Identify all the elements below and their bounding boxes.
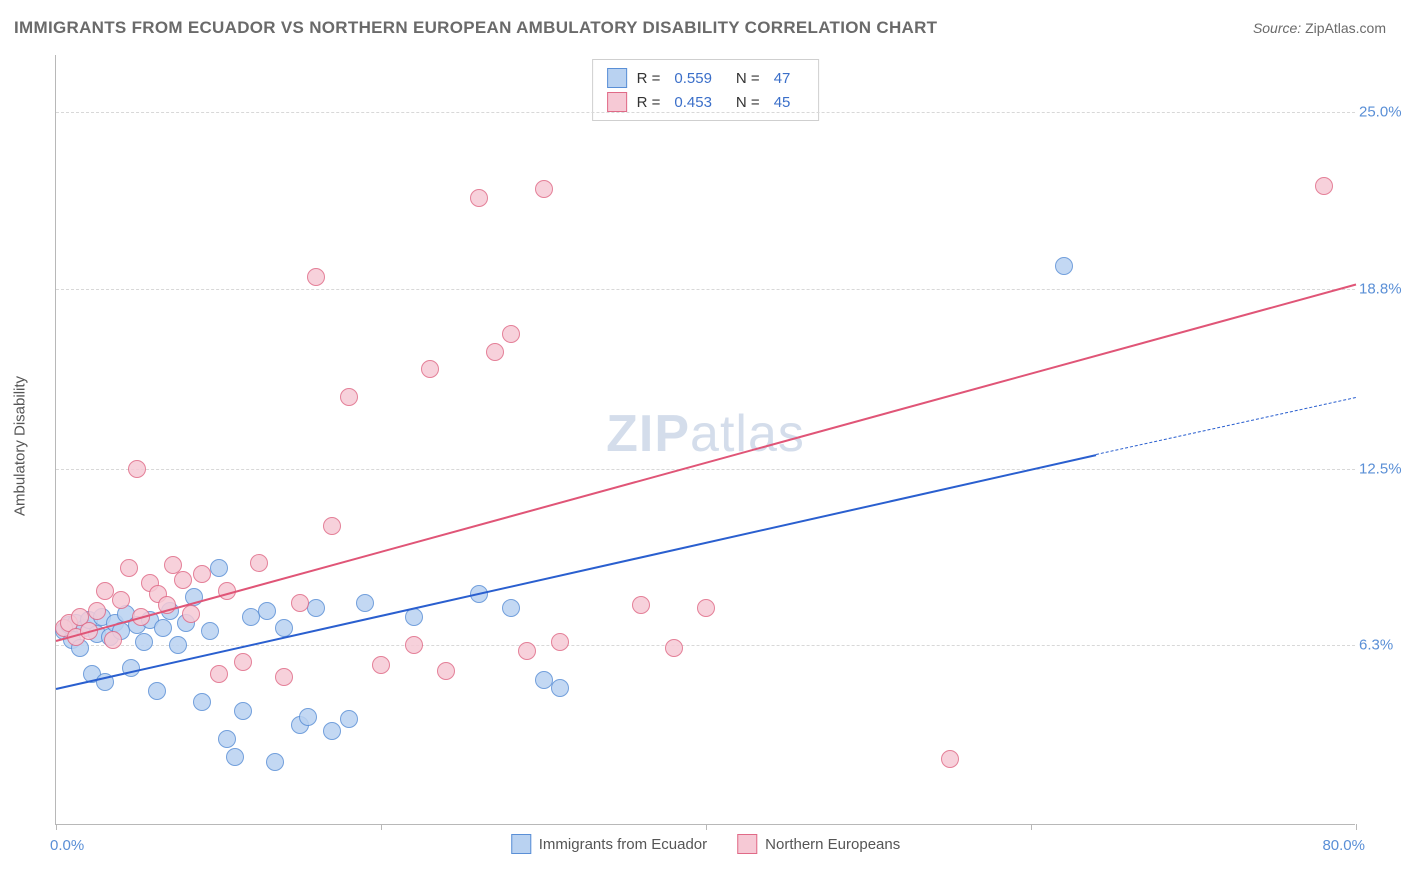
y-tick-label: 25.0% (1359, 104, 1406, 121)
data-point (437, 662, 455, 680)
data-point (697, 599, 715, 617)
series-legend-label: Immigrants from Ecuador (539, 836, 707, 853)
data-point (148, 682, 166, 700)
data-point (135, 633, 153, 651)
n-value: 47 (774, 70, 791, 87)
stats-legend-row: R = 0.559 N = 47 (607, 66, 805, 90)
x-tick (706, 824, 707, 830)
n-label: N = (736, 70, 760, 87)
x-axis-min-label: 0.0% (50, 837, 84, 854)
data-point (218, 730, 236, 748)
y-axis-label: Ambulatory Disability (12, 376, 29, 516)
data-point (323, 517, 341, 535)
data-point (104, 631, 122, 649)
legend-swatch (607, 68, 627, 88)
x-axis-max-label: 80.0% (1322, 837, 1365, 854)
data-point (340, 710, 358, 728)
data-point (193, 693, 211, 711)
data-point (372, 656, 390, 674)
data-point (307, 599, 325, 617)
source-label: Source: (1253, 20, 1301, 36)
data-point (356, 594, 374, 612)
data-point (405, 636, 423, 654)
data-point (502, 325, 520, 343)
data-point (174, 571, 192, 589)
x-tick (1356, 824, 1357, 830)
source-value: ZipAtlas.com (1305, 20, 1386, 36)
data-point (486, 343, 504, 361)
n-label: N = (736, 94, 760, 111)
data-point (291, 594, 309, 612)
data-point (275, 668, 293, 686)
r-label: R = (637, 94, 661, 111)
series-legend-label: Northern Europeans (765, 836, 900, 853)
data-point (201, 622, 219, 640)
data-point (226, 748, 244, 766)
data-point (535, 671, 553, 689)
data-point (234, 653, 252, 671)
watermark-rest: atlas (690, 405, 805, 463)
x-tick (56, 824, 57, 830)
data-point (154, 619, 172, 637)
data-point (210, 665, 228, 683)
data-point (323, 722, 341, 740)
legend-swatch (607, 92, 627, 112)
chart-title: IMMIGRANTS FROM ECUADOR VS NORTHERN EURO… (14, 18, 937, 38)
gridline (56, 112, 1355, 113)
r-label: R = (637, 70, 661, 87)
stats-legend-row: R = 0.453 N = 45 (607, 90, 805, 114)
data-point (258, 602, 276, 620)
data-point (182, 605, 200, 623)
data-point (193, 565, 211, 583)
data-point (307, 268, 325, 286)
series-legend-item: Immigrants from Ecuador (511, 834, 707, 854)
data-point (299, 708, 317, 726)
data-point (210, 559, 228, 577)
data-point (266, 753, 284, 771)
data-point (234, 702, 252, 720)
data-point (941, 750, 959, 768)
gridline (56, 469, 1355, 470)
data-point (340, 388, 358, 406)
y-tick-label: 18.8% (1359, 280, 1406, 297)
data-point (128, 460, 146, 478)
legend-swatch (511, 834, 531, 854)
legend-swatch (737, 834, 757, 854)
x-tick (381, 824, 382, 830)
watermark: ZIPatlas (606, 404, 805, 464)
data-point (502, 599, 520, 617)
series-legend-item: Northern Europeans (737, 834, 900, 854)
trend-line (1096, 397, 1356, 455)
data-point (88, 602, 106, 620)
data-point (518, 642, 536, 660)
y-tick-label: 6.3% (1359, 637, 1406, 654)
trend-line (56, 283, 1357, 641)
series-legend: Immigrants from Ecuador Northern European… (511, 834, 900, 854)
watermark-bold: ZIP (606, 405, 690, 463)
data-point (470, 189, 488, 207)
data-point (535, 180, 553, 198)
y-tick-label: 12.5% (1359, 460, 1406, 477)
source-attribution: Source: ZipAtlas.com (1253, 20, 1386, 36)
data-point (96, 582, 114, 600)
data-point (169, 636, 187, 654)
data-point (1055, 257, 1073, 275)
r-value: 0.453 (674, 94, 712, 111)
gridline (56, 289, 1355, 290)
r-value: 0.559 (674, 70, 712, 87)
data-point (1315, 177, 1333, 195)
data-point (551, 679, 569, 697)
data-point (112, 591, 130, 609)
data-point (421, 360, 439, 378)
data-point (632, 596, 650, 614)
data-point (120, 559, 138, 577)
x-tick (1031, 824, 1032, 830)
data-point (250, 554, 268, 572)
n-value: 45 (774, 94, 791, 111)
data-point (551, 633, 569, 651)
plot-area: ZIPatlas R =0.559N =47R =0.453N =45 Immi… (55, 55, 1355, 825)
data-point (665, 639, 683, 657)
chart-container: IMMIGRANTS FROM ECUADOR VS NORTHERN EURO… (0, 0, 1406, 892)
